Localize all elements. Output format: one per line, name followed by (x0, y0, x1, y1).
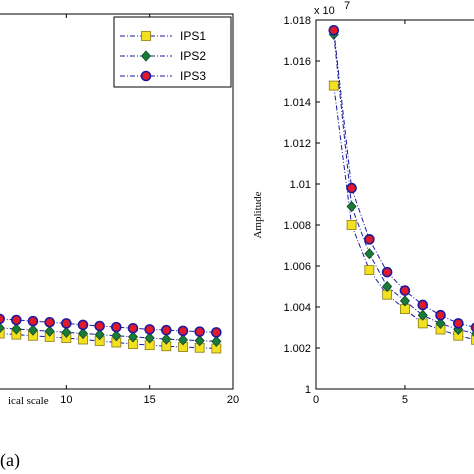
left-point-ips1-0 (0, 328, 5, 339)
left-point-ips2-2 (27, 324, 39, 336)
right-plot-frame (315, 19, 474, 390)
right-y-tick-label: 1.008 (283, 220, 311, 232)
right-point-ips2-1 (346, 200, 357, 213)
right-point-ips3-0 (328, 24, 340, 36)
right-point-ips3-2 (364, 234, 375, 245)
right-panel: 1 1.002 1.004 1.006 1.008 1.01 1.012 1.014 1.016… (252, 0, 474, 406)
left-point-ips3-13 (211, 327, 222, 338)
left-point-ips3-4 (61, 318, 72, 329)
legend-label-ips1: IPS1 (180, 29, 206, 43)
right-y-tick-label: 1.018 (283, 15, 311, 27)
right-x-tick-label: 0 (313, 394, 319, 406)
left-point-ips3-11 (177, 325, 189, 337)
right-y-tick-label: 1.016 (283, 56, 311, 68)
left-point-ips2-1 (11, 323, 22, 335)
right-point-ips2-2 (364, 248, 375, 260)
right-y-exponent: x 10 (314, 5, 335, 17)
right-y-exponent-power: 7 (344, 0, 350, 12)
left-point-ips2-9 (144, 332, 155, 344)
right-y-tick-label: 1 (305, 384, 311, 396)
right-point-ips2-8 (471, 330, 474, 337)
right-y-tick-label: 1.006 (283, 261, 311, 273)
right-point-ips1-0 (328, 80, 339, 91)
left-point-ips3-10 (161, 324, 172, 336)
right-y-tick-label: 1.004 (283, 302, 311, 314)
right-y-tick-label: 1.014 (283, 97, 311, 109)
left-point-ips2-13 (211, 335, 222, 347)
left-x-tick-label: 15 (144, 394, 156, 406)
right-point-ips3-3 (381, 266, 393, 278)
right-point-ips3-1 (346, 182, 357, 194)
legend-label-ips2: IPS2 (180, 49, 206, 63)
left-point-ips2-8 (127, 331, 139, 343)
right-point-ips3-7 (453, 318, 464, 329)
right-point-ips2-5 (417, 309, 428, 321)
left-point-ips2-5 (77, 327, 89, 340)
right-line-ips3 (333, 30, 474, 328)
left-point-ips3-12 (194, 326, 205, 337)
left-point-ips2-10 (161, 333, 172, 345)
right-y-tick-label: 1.012 (283, 138, 311, 150)
left-legend-box (113, 16, 232, 88)
left-panel: 10 15 20 ical scale IPS1 IPS2 IPS3 (0, 13, 239, 407)
left-point-ips3-8 (127, 322, 139, 334)
left-legend: IPS1 IPS2 IPS3 (113, 16, 232, 88)
legend-label-ips3: IPS3 (180, 69, 206, 83)
left-point-ips2-3 (44, 325, 55, 337)
right-y-axis-label: Amplitude (252, 191, 264, 238)
right-y-tick-label: 1.002 (283, 343, 311, 355)
left-point-ips3-3 (44, 316, 55, 328)
legend-marker-ips3 (140, 70, 152, 82)
right-point-ips3-4 (399, 285, 411, 296)
left-point-ips3-5 (77, 319, 89, 331)
left-point-ips3-0 (0, 313, 5, 325)
right-point-ips3-5 (417, 299, 429, 311)
left-point-ips2-6 (94, 329, 105, 341)
left-point-ips2-12 (194, 335, 205, 347)
right-point-ips2-3 (382, 280, 393, 293)
right-x-tick-label: 5 (402, 394, 408, 406)
left-point-ips3-1 (11, 314, 22, 326)
figure-caption: (a) (0, 450, 20, 471)
right-point-ips2-6 (435, 317, 446, 329)
left-point-ips3-2 (27, 315, 39, 327)
legend-marker-ips1 (141, 31, 151, 41)
left-point-ips2-11 (177, 334, 189, 346)
left-point-ips2-4 (61, 326, 72, 338)
left-x-tick-label: 10 (60, 394, 72, 406)
left-x-axis-label: ical scale (8, 395, 49, 407)
left-point-ips3-6 (94, 320, 105, 332)
right-point-ips3-8 (470, 322, 474, 333)
left-x-tick-label: 20 (227, 394, 239, 406)
right-point-ips3-6 (435, 309, 446, 321)
right-point-ips2-4 (399, 295, 410, 307)
right-point-ips1-1 (346, 220, 357, 230)
left-point-ips2-0 (0, 322, 5, 334)
left-point-ips3-7 (111, 321, 122, 333)
right-point-ips1-8 (471, 334, 474, 345)
legend-marker-ips2 (140, 50, 152, 62)
right-point-ips1-2 (364, 265, 375, 276)
left-point-ips2-7 (111, 330, 122, 342)
right-y-tick-label: 1.01 (290, 179, 311, 191)
left-point-ips3-9 (144, 324, 155, 335)
